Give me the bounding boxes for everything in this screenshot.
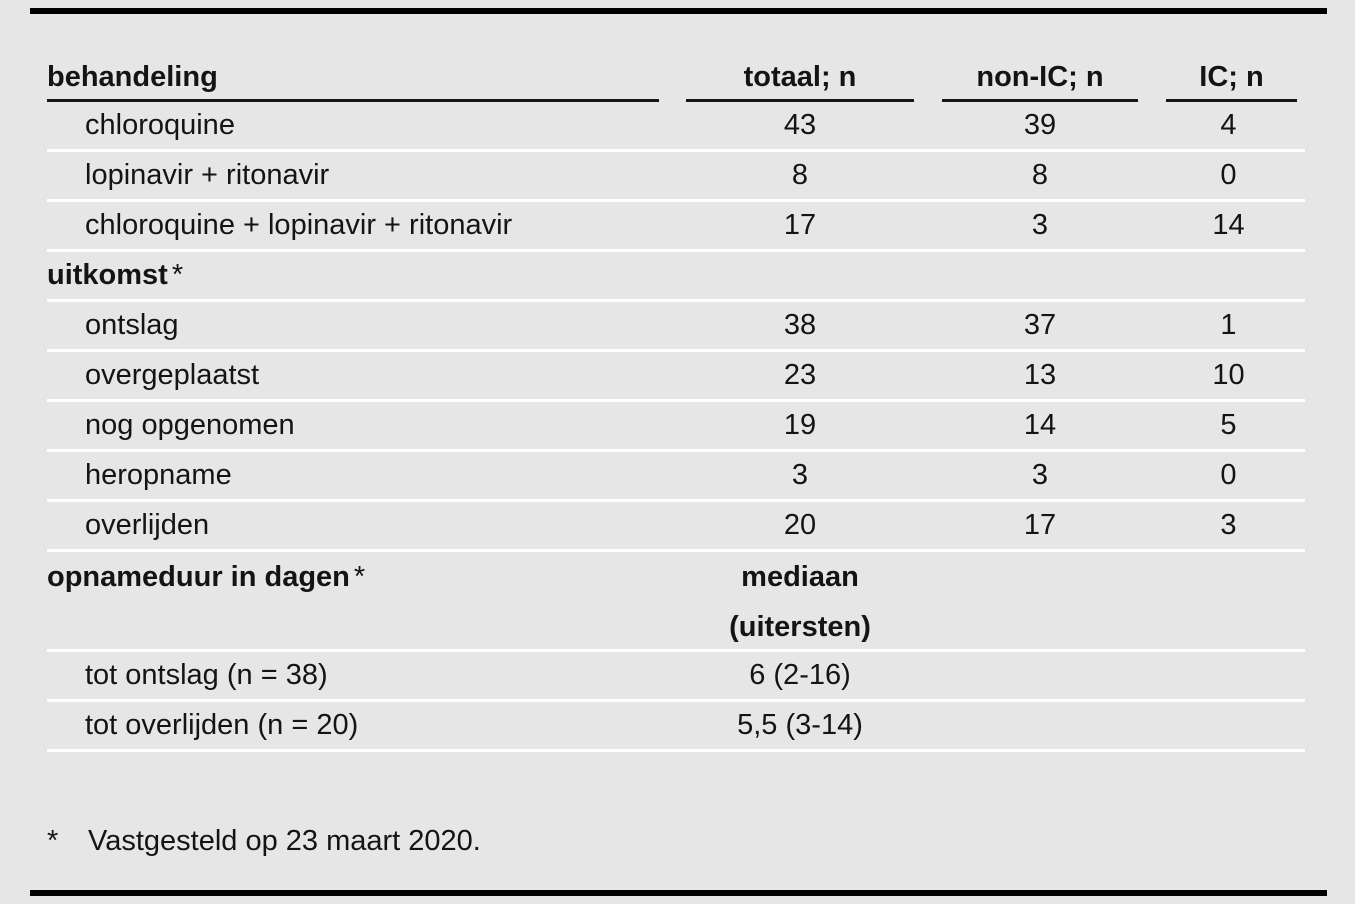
row-label: heropname bbox=[85, 459, 232, 491]
table-row: overgeplaatst 23 13 10 bbox=[47, 352, 1305, 402]
cell-ic: 10 bbox=[1212, 359, 1245, 391]
subheader-line: mediaan bbox=[741, 561, 859, 593]
column-header-ic: IC; n bbox=[1166, 50, 1297, 102]
footnote-reference-marker: * bbox=[171, 259, 184, 291]
row-label: chloroquine + lopinavir + ritonavir bbox=[85, 209, 513, 241]
table-row: chloroquine 43 39 4 bbox=[47, 102, 1305, 152]
row-label: lopinavir + ritonavir bbox=[85, 159, 330, 191]
column-header-label: IC; n bbox=[1199, 61, 1264, 93]
column-header-totaal: totaal; n bbox=[686, 50, 914, 102]
section-row-opnameduur: opnameduur in dagen * mediaan (uitersten) bbox=[47, 552, 1305, 652]
row-label: tot ontslag (n = 38) bbox=[85, 659, 328, 691]
cell-mediaan: 5,5 (3-14) bbox=[737, 709, 863, 741]
cell-totaal: 38 bbox=[783, 309, 817, 341]
table-row: ontslag 38 37 1 bbox=[47, 302, 1305, 352]
section-title-text: opnameduur in dagen bbox=[47, 561, 350, 593]
cell-ic: 0 bbox=[1220, 459, 1237, 491]
cell-totaal: 17 bbox=[783, 209, 817, 241]
cell-ic: 3 bbox=[1220, 509, 1237, 541]
cell-totaal: 8 bbox=[791, 159, 809, 191]
row-label: tot overlijden (n = 20) bbox=[85, 709, 359, 741]
cell-non-ic: 8 bbox=[1031, 159, 1049, 191]
row-label: chloroquine bbox=[85, 109, 235, 141]
section-title: uitkomst * bbox=[47, 259, 672, 292]
footnote-text: Vastgesteld op 23 maart 2020. bbox=[88, 825, 481, 857]
cell-ic: 14 bbox=[1212, 209, 1245, 241]
row-label: overlijden bbox=[85, 509, 210, 541]
table-row: tot overlijden (n = 20) 5,5 (3-14) bbox=[47, 702, 1305, 752]
cell-non-ic: 39 bbox=[1023, 109, 1057, 141]
column-header-non-ic: non-IC; n bbox=[942, 50, 1138, 102]
table-header-row: behandeling totaal; n non-IC; n IC; n bbox=[47, 50, 1305, 102]
table-row: heropname 3 3 0 bbox=[47, 452, 1305, 502]
column-header-label: behandeling bbox=[47, 61, 218, 93]
table-row: nog opgenomen 19 14 5 bbox=[47, 402, 1305, 452]
footnote-marker: * bbox=[47, 825, 59, 857]
table-row: tot ontslag (n = 38) 6 (2-16) bbox=[47, 652, 1305, 702]
section-title-text: uitkomst bbox=[47, 259, 168, 291]
row-label: nog opgenomen bbox=[85, 409, 295, 441]
cell-non-ic: 37 bbox=[1023, 309, 1057, 341]
row-label: ontslag bbox=[85, 309, 179, 341]
bottom-rule bbox=[30, 890, 1327, 896]
cell-totaal: 23 bbox=[783, 359, 817, 391]
section-row-uitkomst: uitkomst * bbox=[47, 252, 1305, 302]
data-table: behandeling totaal; n non-IC; n IC; n ch… bbox=[47, 50, 1305, 752]
cell-non-ic: 14 bbox=[1023, 409, 1057, 441]
subheader-line: (uitersten) bbox=[729, 611, 871, 643]
cell-mediaan: 6 (2-16) bbox=[749, 659, 851, 691]
cell-ic: 0 bbox=[1220, 159, 1237, 191]
cell-totaal: 20 bbox=[783, 509, 817, 541]
cell-non-ic: 13 bbox=[1023, 359, 1057, 391]
cell-ic: 4 bbox=[1220, 109, 1237, 141]
cell-totaal: 19 bbox=[783, 409, 817, 441]
column-header-label: non-IC; n bbox=[976, 61, 1104, 93]
cell-totaal: 3 bbox=[791, 459, 809, 491]
table-row: lopinavir + ritonavir 8 8 0 bbox=[47, 152, 1305, 202]
cell-totaal: 43 bbox=[783, 109, 817, 141]
cell-subheader-mediaan: mediaan (uitersten) bbox=[672, 552, 928, 652]
top-rule bbox=[30, 8, 1327, 14]
column-header-behandeling: behandeling bbox=[47, 50, 659, 102]
cell-non-ic: 17 bbox=[1023, 509, 1057, 541]
cell-non-ic: 3 bbox=[1031, 459, 1049, 491]
footnote: * Vastgesteld op 23 maart 2020. bbox=[47, 820, 481, 862]
row-label: overgeplaatst bbox=[85, 359, 260, 391]
section-title: opnameduur in dagen * bbox=[47, 552, 672, 602]
column-header-label: totaal; n bbox=[743, 61, 857, 93]
cell-non-ic: 3 bbox=[1031, 209, 1049, 241]
cell-ic: 1 bbox=[1220, 309, 1237, 341]
table-row: chloroquine + lopinavir + ritonavir 17 3… bbox=[47, 202, 1305, 252]
table-row: overlijden 20 17 3 bbox=[47, 502, 1305, 552]
cell-ic: 5 bbox=[1220, 409, 1237, 441]
footnote-reference-marker: * bbox=[353, 561, 366, 593]
